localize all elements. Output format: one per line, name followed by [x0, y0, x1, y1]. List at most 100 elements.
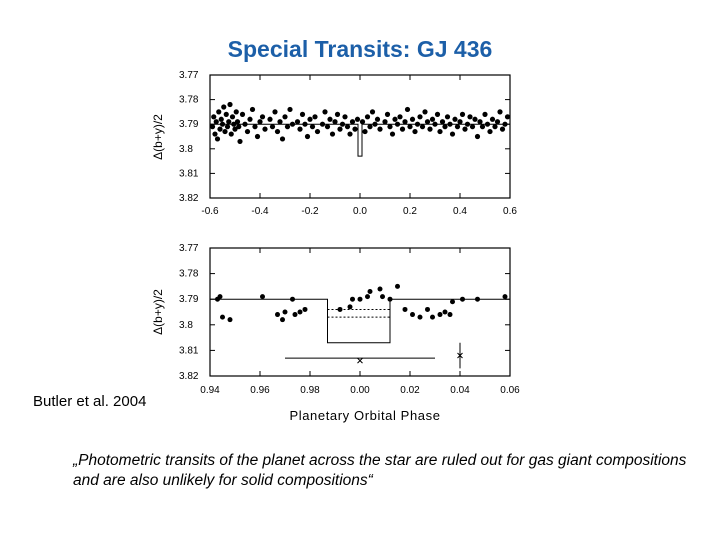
- data-point: [236, 124, 242, 130]
- data-point: [354, 116, 361, 122]
- data-point: [223, 111, 229, 117]
- data-point: [254, 133, 261, 140]
- quote-text: „Photometric transits of the planet acro…: [73, 452, 687, 489]
- data-point: [452, 116, 458, 122]
- y-tick-label: 3.77: [179, 70, 199, 81]
- data-point: [322, 109, 328, 115]
- data-point: [337, 306, 343, 312]
- data-point: [221, 104, 227, 110]
- data-point: [227, 101, 233, 108]
- cross-marker: [457, 352, 463, 359]
- x-tick-label: 0.00: [350, 385, 370, 396]
- data-point: [367, 289, 373, 295]
- data-point: [357, 296, 363, 302]
- data-point: [249, 106, 256, 113]
- data-point: [219, 121, 226, 127]
- data-point: [214, 136, 221, 142]
- x-tick-label: 0.4: [453, 206, 467, 217]
- data-point: [226, 119, 232, 125]
- data-point: [387, 124, 393, 130]
- data-point: [332, 119, 338, 125]
- data-point: [499, 126, 506, 132]
- data-point: [479, 124, 486, 130]
- slide-title: Special Transits: GJ 436: [227, 36, 493, 62]
- data-point: [409, 116, 416, 122]
- transit-model-line: [210, 298, 510, 344]
- plot-frame-2: [209, 247, 511, 377]
- data-point: [222, 128, 228, 135]
- data-point: [447, 121, 453, 127]
- data-point: [482, 111, 488, 117]
- y-tick-label: 3.79: [179, 294, 199, 305]
- data-point: [324, 124, 331, 130]
- data-point: [209, 124, 216, 130]
- data-point: [417, 114, 423, 120]
- x-tick-label: 0.04: [450, 385, 470, 396]
- data-point: [444, 114, 451, 120]
- data-point: [469, 124, 476, 130]
- data-point: [267, 116, 273, 122]
- data-point: [329, 131, 336, 137]
- data-point: [412, 128, 418, 135]
- data-point: [339, 121, 346, 127]
- transit-model-line: [210, 123, 510, 157]
- data-point: [399, 126, 406, 132]
- y-tick-label: 3.8: [179, 320, 193, 331]
- data-point: [460, 296, 465, 302]
- data-point: [439, 119, 446, 125]
- data-point: [387, 296, 393, 302]
- data-point: [307, 116, 313, 122]
- data-point: [292, 312, 298, 318]
- data-point: [289, 121, 296, 127]
- data-point: [454, 124, 461, 130]
- data-point: [389, 131, 396, 137]
- data-point: [216, 109, 222, 115]
- data-point: [380, 294, 385, 300]
- data-point: [374, 116, 381, 122]
- data-point: [424, 119, 431, 125]
- data-point: [372, 121, 378, 127]
- data-point: [212, 131, 218, 137]
- data-point: [362, 128, 368, 135]
- data-point: [410, 312, 415, 318]
- data-point: [297, 126, 303, 132]
- data-point: [417, 314, 423, 320]
- data-point: [234, 119, 241, 125]
- x-tick-label: 0.06: [500, 385, 520, 396]
- data-point: [319, 121, 326, 127]
- x-tick-label: 0.02: [400, 385, 420, 396]
- x-tick-label: -0.2: [301, 206, 319, 217]
- data-point: [502, 294, 508, 300]
- data-point: [284, 124, 291, 130]
- data-point: [402, 306, 408, 312]
- x-tick-label: -0.6: [201, 206, 219, 217]
- data-point: [492, 124, 498, 130]
- data-point: [364, 114, 371, 120]
- data-point: [472, 116, 478, 122]
- data-point: [382, 119, 388, 125]
- data-point: [425, 306, 430, 312]
- data-point: [369, 109, 376, 115]
- data-point: [394, 121, 401, 127]
- data-point: [217, 126, 223, 132]
- data-point: [227, 317, 233, 323]
- data-point: [220, 314, 225, 320]
- data-point: [474, 133, 481, 140]
- data-point: [312, 114, 318, 120]
- data-point: [442, 124, 448, 130]
- data-point: [228, 131, 234, 137]
- data-point: [489, 116, 496, 122]
- data-point: [314, 128, 321, 135]
- x-tick-label: 0.94: [200, 385, 220, 396]
- data-point: [347, 304, 353, 310]
- data-point: [430, 314, 435, 320]
- data-point: [327, 116, 333, 122]
- data-point: [497, 109, 503, 115]
- data-point: [272, 109, 278, 115]
- data-point: [218, 116, 224, 122]
- y-tick-label: 3.78: [179, 269, 199, 280]
- data-point: [262, 126, 268, 132]
- data-point: [259, 114, 266, 120]
- data-point: [449, 131, 456, 137]
